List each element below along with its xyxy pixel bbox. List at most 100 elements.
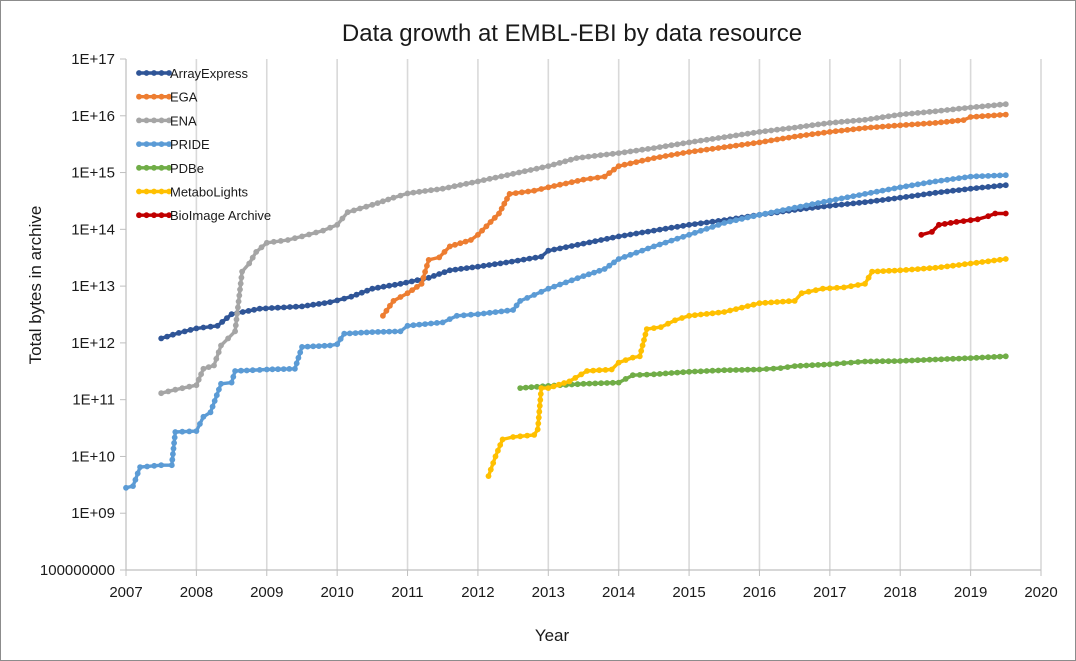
legend-swatch-marker	[136, 188, 142, 195]
marker-arrayexpress	[321, 300, 328, 306]
marker-metabolights	[848, 283, 854, 290]
legend-swatch-marker	[166, 70, 172, 76]
marker-ena	[327, 224, 333, 231]
marker-pride	[392, 328, 398, 335]
marker-metabolights	[744, 303, 751, 309]
data-point-arrayexpress	[580, 240, 587, 247]
marker-ega	[606, 170, 613, 177]
marker-arrayexpress	[441, 269, 448, 276]
marker-ena	[838, 118, 845, 125]
marker-arrayexpress	[715, 218, 722, 224]
marker-ena	[292, 235, 298, 242]
data-point-metabolights	[636, 353, 643, 360]
marker-pdbe	[914, 357, 921, 364]
marker-ega	[662, 153, 669, 159]
marker-arrayexpress	[281, 304, 287, 311]
data-point-pride	[545, 285, 552, 292]
marker-pride	[727, 218, 733, 225]
marker-metabolights	[561, 380, 567, 386]
marker-metabolights	[622, 357, 629, 363]
marker-metabolights	[697, 311, 704, 318]
marker-pride	[416, 321, 423, 328]
marker-ena	[385, 196, 392, 203]
data-point-metabolights	[932, 264, 939, 271]
marker-arrayexpress	[997, 182, 1003, 189]
data-point-ena	[510, 170, 516, 177]
data-point-metabolights	[819, 285, 826, 292]
data-point-ena	[1002, 101, 1009, 108]
marker-ega	[943, 118, 950, 125]
marker-arrayexpress	[586, 239, 593, 246]
data-point-ena	[299, 233, 305, 240]
marker-pdbe	[985, 354, 992, 361]
marker-ega	[926, 120, 933, 127]
marker-ena	[562, 158, 569, 165]
data-point-pdbe	[848, 359, 854, 366]
marker-pdbe	[668, 370, 675, 376]
marker-pride	[956, 175, 962, 182]
marker-ega	[997, 112, 1003, 118]
data-point-ena	[967, 104, 974, 111]
marker-ega	[512, 190, 519, 197]
marker-ega	[692, 148, 698, 155]
marker-metabolights	[750, 301, 757, 308]
data-point-metabolights	[485, 473, 492, 479]
data-point-ega	[826, 129, 833, 135]
data-point-pride	[580, 273, 587, 279]
marker-ega	[733, 142, 739, 149]
marker-ena	[234, 310, 241, 317]
marker-ena	[879, 114, 886, 121]
marker-arrayexpress	[697, 220, 704, 227]
marker-ena	[956, 105, 962, 112]
marker-pdbe	[656, 371, 663, 377]
marker-pride	[633, 249, 640, 256]
legend: ArrayExpress EGA ENA PRIDE PDBe MetaboLights B…	[136, 66, 271, 223]
legend-label: EGA	[170, 90, 198, 105]
marker-arrayexpress	[262, 305, 269, 312]
data-point-pride	[967, 173, 974, 180]
data-point-arrayexpress	[397, 280, 404, 287]
marker-ena	[797, 123, 804, 130]
data-point-ena	[232, 328, 239, 335]
marker-ena	[233, 316, 240, 323]
marker-pdbe	[733, 367, 739, 373]
marker-pride	[297, 349, 304, 356]
marker-arrayexpress	[639, 229, 646, 236]
marker-ena	[445, 184, 452, 191]
x-tick-label: 2018	[884, 584, 917, 601]
legend-label: MetaboLights	[170, 185, 249, 200]
marker-arrayexpress	[408, 278, 415, 285]
marker-arrayexpress	[380, 283, 387, 290]
marker-arrayexpress	[181, 328, 188, 335]
marker-metabolights	[535, 420, 542, 427]
marker-ena	[979, 103, 986, 110]
data-point-ega	[756, 139, 763, 146]
data-point-pdbe	[651, 371, 657, 378]
legend-swatch-marker	[166, 188, 172, 195]
data-point-metabolights	[545, 385, 552, 391]
marker-pride	[961, 174, 968, 181]
legend-swatch-marker	[151, 70, 157, 76]
marker-ena	[768, 127, 775, 134]
data-point-pride	[327, 342, 333, 349]
marker-ena	[232, 322, 239, 329]
data-point-ega	[932, 120, 939, 126]
marker-pride	[256, 367, 263, 373]
data-point-bioimage-archive	[992, 210, 999, 217]
legend-label: PDBe	[170, 161, 204, 176]
data-point-arrayexpress	[299, 303, 305, 310]
marker-arrayexpress	[403, 279, 409, 286]
data-point-metabolights	[672, 317, 678, 324]
marker-pride	[486, 309, 493, 316]
marker-pdbe	[697, 368, 704, 375]
data-point-pride	[263, 366, 270, 373]
marker-pride	[838, 195, 845, 202]
marker-pride	[914, 181, 921, 188]
data-point-ena	[791, 124, 798, 131]
data-point-pride	[369, 329, 376, 335]
marker-arrayexpress	[364, 287, 370, 294]
marker-pdbe	[680, 369, 687, 376]
marker-pride	[230, 373, 237, 380]
marker-arrayexpress	[287, 304, 293, 310]
legend-item-pdbe: PDBe	[136, 161, 204, 176]
